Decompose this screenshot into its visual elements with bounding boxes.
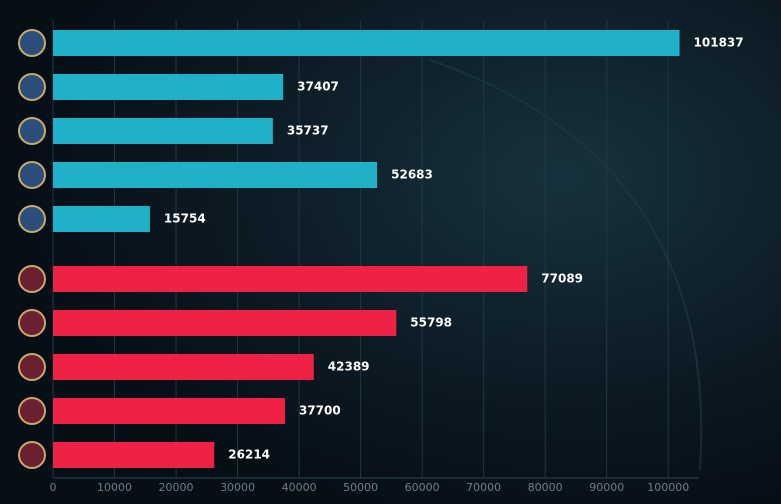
champion-icon <box>18 309 46 337</box>
x-tick-label: 60000 <box>405 481 440 494</box>
x-tick-label: 50000 <box>343 481 378 494</box>
bar <box>53 206 150 232</box>
value-label: 101837 <box>694 36 744 50</box>
champion-icon <box>18 353 46 381</box>
bar <box>53 310 397 336</box>
bar <box>53 118 273 144</box>
champion-icon <box>18 397 46 425</box>
value-label: 55798 <box>410 316 452 330</box>
decoration <box>429 59 703 471</box>
value-label: 52683 <box>391 168 433 182</box>
value-label: 42389 <box>328 360 370 374</box>
x-tick-label: 70000 <box>466 481 501 494</box>
value-label: 35737 <box>287 124 329 138</box>
champion-icon <box>18 205 46 233</box>
value-label: 26214 <box>228 448 270 462</box>
champion-icon <box>18 265 46 293</box>
value-label: 15754 <box>164 212 206 226</box>
value-label: 37700 <box>299 404 341 418</box>
x-tick-label: 30000 <box>220 481 255 494</box>
x-tick-label: 20000 <box>159 481 194 494</box>
champion-icon <box>18 29 46 57</box>
x-tick-label: 100000 <box>647 481 689 494</box>
champion-icon <box>18 161 46 189</box>
champion-icon <box>18 441 46 469</box>
bar <box>53 266 528 292</box>
bar <box>53 442 215 468</box>
value-label: 37407 <box>297 80 339 94</box>
bar <box>53 30 680 56</box>
x-tick-label: 40000 <box>282 481 317 494</box>
champion-icon <box>18 73 46 101</box>
x-tick-label: 0 <box>50 481 57 494</box>
x-tick-label: 10000 <box>97 481 132 494</box>
bar <box>53 162 378 188</box>
bar <box>53 398 285 424</box>
champion-icon <box>18 117 46 145</box>
x-tick-label: 80000 <box>528 481 563 494</box>
x-tick-label: 90000 <box>589 481 624 494</box>
value-label: 77089 <box>541 272 583 286</box>
bar <box>53 74 284 100</box>
bar <box>53 354 314 380</box>
